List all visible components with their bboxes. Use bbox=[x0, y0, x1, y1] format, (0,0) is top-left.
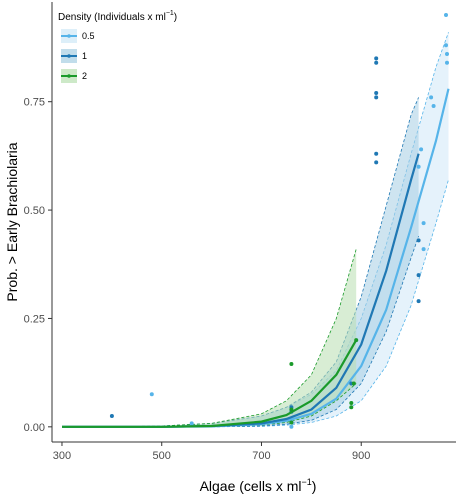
y-axis-ticks: 0.00 0.25 0.50 0.75 bbox=[24, 97, 52, 434]
legend-label: 2 bbox=[82, 71, 87, 81]
data-point-0.5 bbox=[419, 147, 424, 152]
y-tick-label: 0.00 bbox=[24, 422, 45, 434]
legend: Density (Individuals x ml−1) 0.5 1 2 bbox=[58, 10, 177, 83]
data-point-0.5 bbox=[429, 95, 434, 100]
legend-key-point bbox=[67, 74, 71, 78]
legend-title: Density (Individuals x ml−1) bbox=[58, 10, 177, 23]
legend-item-0.5: 0.5 bbox=[61, 29, 95, 43]
data-point-1 bbox=[374, 91, 379, 95]
legend-items: 0.5 1 2 bbox=[61, 29, 95, 83]
data-point-0.5 bbox=[421, 247, 426, 252]
x-tick-label: 700 bbox=[252, 450, 270, 462]
x-tick-label: 900 bbox=[352, 450, 370, 462]
data-point-0.5 bbox=[189, 421, 194, 426]
data-point-0.5 bbox=[421, 221, 426, 226]
x-axis-ticks: 300 500 700 900 bbox=[53, 442, 370, 462]
legend-key-point bbox=[67, 34, 71, 38]
lower-bound-0.5 bbox=[62, 179, 449, 428]
data-point-2 bbox=[351, 381, 356, 386]
data-point-0.5 bbox=[445, 60, 449, 65]
data-point-1 bbox=[416, 299, 421, 304]
plot-area bbox=[62, 13, 450, 429]
data-point-1 bbox=[374, 160, 379, 165]
data-point-1 bbox=[374, 95, 379, 100]
data-point-1 bbox=[374, 151, 379, 156]
data-point-0.5 bbox=[431, 104, 436, 108]
y-axis-title: Prob. > Early Brachiolaria bbox=[4, 142, 20, 301]
data-point-1 bbox=[374, 60, 379, 65]
y-tick-label: 0.50 bbox=[24, 205, 45, 217]
fit-line-2 bbox=[62, 339, 358, 428]
data-point-0.5 bbox=[289, 424, 294, 429]
data-point-0.5 bbox=[416, 164, 421, 169]
x-tick-label: 300 bbox=[53, 450, 71, 462]
y-tick-label: 0.25 bbox=[24, 313, 45, 325]
x-tick-label: 500 bbox=[153, 450, 171, 462]
data-point-1 bbox=[416, 238, 421, 243]
data-point-2 bbox=[349, 405, 354, 410]
legend-label: 0.5 bbox=[82, 31, 95, 41]
data-point-1 bbox=[374, 56, 379, 61]
data-point-2 bbox=[349, 401, 354, 405]
y-tick-label: 0.75 bbox=[24, 97, 45, 109]
data-point-1 bbox=[416, 273, 421, 278]
data-point-0.5 bbox=[444, 43, 448, 48]
legend-key-point bbox=[67, 54, 71, 58]
data-point-0.5 bbox=[444, 13, 448, 17]
legend-item-1: 1 bbox=[61, 49, 87, 63]
series-line-group-2 bbox=[62, 338, 359, 428]
data-point-1 bbox=[109, 414, 114, 418]
data-point-0.5 bbox=[445, 52, 449, 56]
legend-label: 1 bbox=[82, 51, 87, 61]
data-point-2 bbox=[289, 362, 294, 366]
data-point-0.5 bbox=[149, 392, 154, 397]
data-point-2 bbox=[289, 407, 294, 412]
series-0.5 bbox=[62, 32, 449, 428]
data-point-2 bbox=[354, 338, 359, 343]
x-axis-title: Algae (cells x ml−1) bbox=[200, 477, 317, 494]
legend-item-2: 2 bbox=[61, 69, 87, 83]
data-point-2 bbox=[289, 420, 294, 425]
